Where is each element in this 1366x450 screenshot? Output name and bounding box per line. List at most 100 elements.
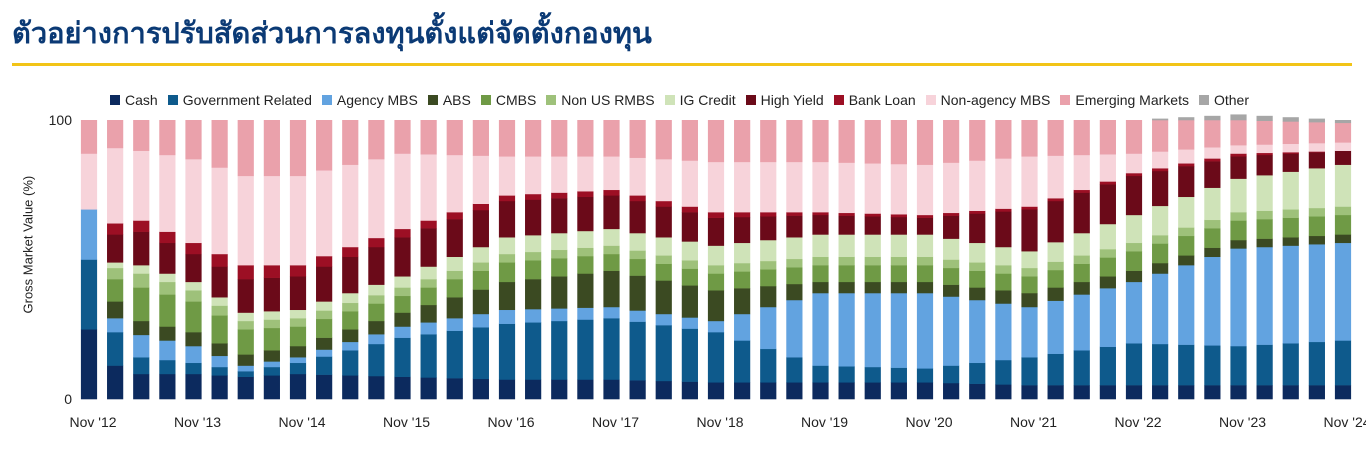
x-tick-label: Nov '22 [1114, 414, 1162, 430]
bar-segment [838, 212, 855, 216]
bar-segment [577, 191, 594, 198]
bar-segment [707, 212, 725, 218]
legend-label: Bank Loan [848, 92, 916, 108]
bar-segment [1178, 117, 1195, 121]
bar-segment [916, 265, 934, 283]
bar-segment [603, 379, 620, 400]
bar-segment [734, 313, 751, 341]
bar-segment [655, 263, 672, 281]
legend-label: Non US RMBS [561, 92, 655, 108]
bar-segment [1256, 115, 1273, 121]
bar-segment [1099, 257, 1116, 277]
bar-segment [1334, 164, 1352, 207]
bar-segment [1308, 122, 1325, 144]
bar-segment [838, 215, 855, 235]
legend-label: CMBS [495, 92, 537, 108]
bar-segment [864, 163, 881, 214]
bar-segment [629, 310, 646, 322]
x-tick-label: Nov '12 [69, 414, 117, 430]
bar-segment [498, 120, 516, 157]
bar-segment [1125, 343, 1143, 386]
legend-item: Other [1198, 92, 1249, 108]
bar-segment [995, 265, 1012, 274]
bar-segment [786, 161, 803, 213]
bar-segment [185, 362, 202, 375]
legend-label: High Yield [760, 92, 824, 108]
bar-segment [1230, 153, 1247, 157]
bar-segment [289, 326, 307, 347]
bar-segment [1073, 385, 1090, 400]
bar-segment [1308, 118, 1325, 123]
bar-segment [1152, 273, 1169, 345]
bar-segment [1152, 120, 1169, 152]
bar-segment [629, 275, 646, 311]
bar-segment [1230, 178, 1247, 213]
bar-segment [838, 256, 855, 266]
bar-segment [1230, 212, 1247, 221]
bar-segment [551, 258, 568, 277]
bar-segment [838, 281, 855, 294]
bar-segment [107, 120, 124, 149]
bar-segment [1230, 385, 1247, 400]
bar-segment [551, 233, 568, 251]
bar-segment [707, 332, 725, 383]
bar-segment [394, 237, 411, 277]
bar-segment [760, 239, 777, 262]
x-tick-label: Nov '16 [487, 414, 535, 430]
bar-segment [1256, 219, 1273, 239]
bar-segment [1178, 385, 1195, 400]
bar-segment [760, 269, 777, 287]
bar-segment [1021, 156, 1038, 207]
bar-segment [420, 154, 437, 221]
bar-segment [237, 329, 254, 355]
bar-segment [368, 303, 385, 322]
bar-segment [707, 120, 725, 163]
bar-segment [472, 327, 489, 380]
bar-segment [943, 120, 960, 163]
bar-segment [916, 164, 934, 216]
bar-segment [237, 371, 254, 377]
legend-swatch [321, 95, 332, 105]
bar-segment [185, 373, 202, 400]
bar-segment [786, 237, 803, 260]
bar-segment [943, 284, 960, 297]
bar-segment [420, 266, 437, 280]
bar-segment [551, 192, 568, 199]
bar-segment [1047, 200, 1064, 243]
legend-item: Agency MBS [321, 92, 418, 108]
legend-item: ABS [427, 92, 471, 108]
legend-swatch [427, 95, 438, 105]
bar-segment [916, 214, 934, 218]
bar-segment [890, 120, 907, 165]
bar-segment [237, 376, 254, 400]
bar-segment [446, 212, 463, 220]
bar-segment [1204, 385, 1221, 400]
bar-segment [368, 246, 385, 285]
bar-segment [289, 362, 307, 375]
bar-segment [368, 343, 385, 377]
bar-segment [916, 217, 934, 235]
bar-segment [342, 246, 359, 258]
bar-segment [1073, 281, 1090, 295]
bar-segment [1204, 228, 1221, 248]
legend-label: Non-agency MBS [940, 92, 1051, 108]
bar-segment [133, 320, 150, 336]
bar-segment [995, 384, 1012, 400]
bar-segment [80, 153, 98, 210]
bar-segment [368, 320, 385, 335]
bar-segment [1021, 276, 1038, 294]
bar-segment [629, 120, 646, 158]
bar-segment [525, 260, 542, 280]
legend-swatch [664, 95, 675, 105]
bar-segment [342, 329, 359, 343]
bar-segment [1204, 219, 1221, 229]
bar-segment [969, 383, 986, 400]
bar-segment [838, 382, 855, 400]
bar-segment [159, 359, 176, 375]
bar-segment [289, 357, 307, 364]
bar-segment [525, 120, 542, 157]
bar-segment [394, 228, 411, 238]
bar-segment [890, 281, 907, 294]
bar-segment [237, 354, 254, 366]
bar-segment [1152, 118, 1169, 121]
